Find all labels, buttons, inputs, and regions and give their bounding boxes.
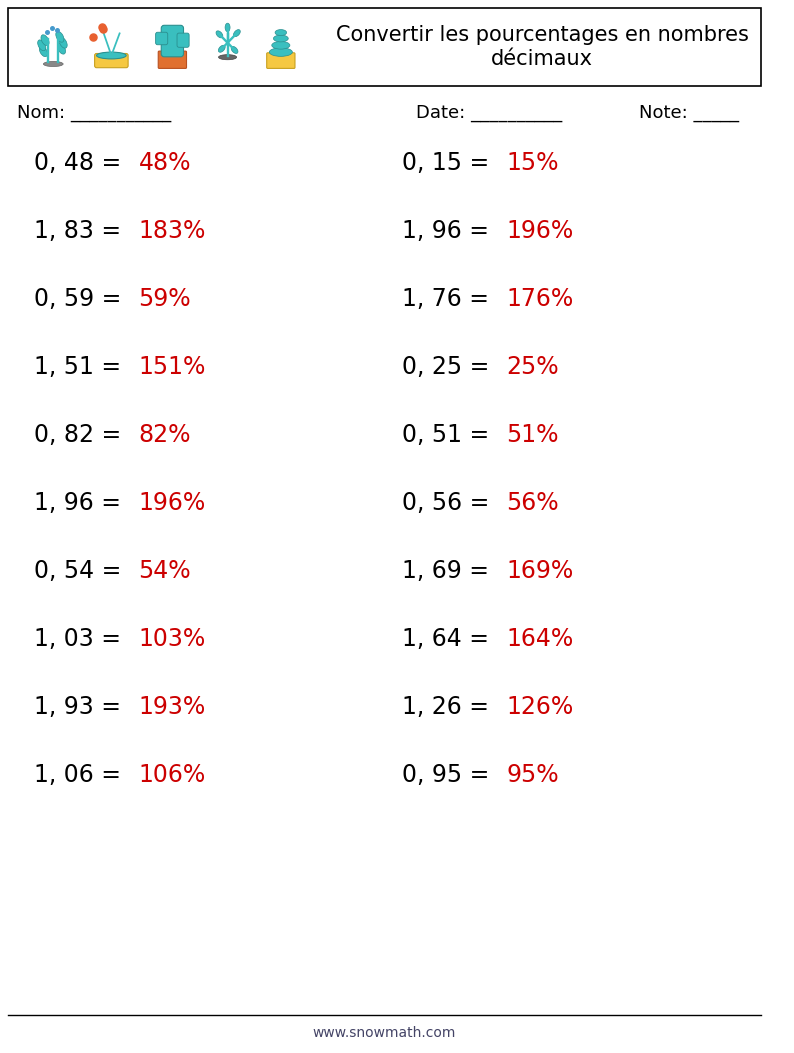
Text: 1, 06 =: 1, 06 = (34, 763, 129, 788)
Ellipse shape (233, 29, 241, 37)
Text: 0, 59 =: 0, 59 = (34, 287, 129, 312)
Text: 0, 15 =: 0, 15 = (402, 152, 496, 175)
Ellipse shape (216, 31, 223, 38)
Text: 193%: 193% (138, 695, 206, 719)
Text: 103%: 103% (138, 628, 206, 651)
Ellipse shape (44, 61, 64, 66)
Text: 0, 56 =: 0, 56 = (402, 491, 497, 515)
Text: 169%: 169% (507, 559, 574, 583)
Ellipse shape (273, 35, 288, 42)
Ellipse shape (97, 52, 126, 59)
Text: 54%: 54% (138, 559, 191, 583)
Text: Convertir les pourcentages en nombres
décimaux: Convertir les pourcentages en nombres dé… (336, 25, 749, 68)
Text: 1, 93 =: 1, 93 = (34, 695, 129, 719)
Text: 126%: 126% (507, 695, 574, 719)
Text: 82%: 82% (138, 423, 191, 448)
Text: 106%: 106% (138, 763, 206, 788)
Ellipse shape (269, 47, 292, 57)
Ellipse shape (41, 35, 49, 45)
Ellipse shape (56, 32, 64, 42)
Ellipse shape (272, 41, 290, 49)
Text: 95%: 95% (507, 763, 559, 788)
Text: 15%: 15% (507, 152, 559, 175)
Text: 0, 25 =: 0, 25 = (402, 355, 497, 379)
Text: Note: _____: Note: _____ (639, 103, 739, 122)
Text: 196%: 196% (138, 491, 206, 515)
Text: 1, 51 =: 1, 51 = (34, 355, 129, 379)
Text: 1, 96 =: 1, 96 = (402, 219, 496, 243)
FancyBboxPatch shape (158, 52, 187, 68)
Ellipse shape (40, 46, 48, 57)
Text: Nom: ___________: Nom: ___________ (17, 103, 172, 122)
FancyBboxPatch shape (8, 8, 761, 86)
Text: 1, 64 =: 1, 64 = (402, 628, 496, 651)
Text: 0, 48 =: 0, 48 = (34, 152, 129, 175)
FancyBboxPatch shape (156, 33, 168, 44)
Text: Date: __________: Date: __________ (416, 103, 563, 122)
FancyBboxPatch shape (161, 25, 183, 57)
FancyBboxPatch shape (267, 53, 295, 68)
FancyBboxPatch shape (94, 54, 128, 67)
Ellipse shape (225, 23, 230, 32)
Ellipse shape (57, 43, 66, 54)
Text: 0, 54 =: 0, 54 = (34, 559, 129, 583)
FancyBboxPatch shape (177, 33, 189, 47)
Text: 1, 96 =: 1, 96 = (34, 491, 129, 515)
Text: 0, 51 =: 0, 51 = (402, 423, 496, 448)
Text: 56%: 56% (507, 491, 559, 515)
Text: 1, 03 =: 1, 03 = (34, 628, 129, 651)
Text: 25%: 25% (507, 355, 559, 379)
Text: 59%: 59% (138, 287, 191, 312)
Text: 1, 76 =: 1, 76 = (402, 287, 496, 312)
Ellipse shape (218, 55, 237, 60)
Text: 48%: 48% (138, 152, 191, 175)
Text: 196%: 196% (507, 219, 574, 243)
Text: 1, 69 =: 1, 69 = (402, 559, 496, 583)
Ellipse shape (59, 37, 67, 48)
Text: 0, 82 =: 0, 82 = (34, 423, 129, 448)
Text: 51%: 51% (507, 423, 559, 448)
Text: 0, 95 =: 0, 95 = (402, 763, 497, 788)
Ellipse shape (231, 46, 238, 54)
Text: www.snowmath.com: www.snowmath.com (313, 1026, 456, 1040)
Text: 1, 83 =: 1, 83 = (34, 219, 129, 243)
Text: 151%: 151% (138, 355, 206, 379)
Text: 183%: 183% (138, 219, 206, 243)
Text: 164%: 164% (507, 628, 574, 651)
Ellipse shape (218, 45, 225, 53)
Ellipse shape (275, 29, 287, 36)
Ellipse shape (37, 40, 46, 51)
Text: 1, 26 =: 1, 26 = (402, 695, 496, 719)
Text: 176%: 176% (507, 287, 574, 312)
